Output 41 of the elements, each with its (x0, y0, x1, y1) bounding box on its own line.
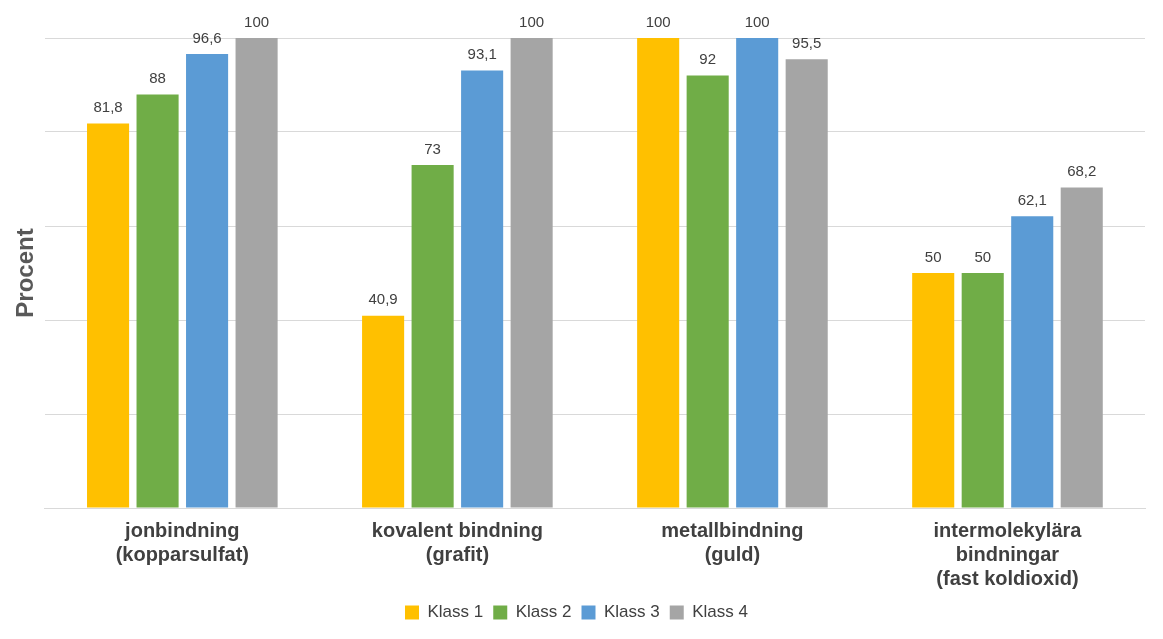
data-label: 50 (924, 247, 942, 265)
bar (736, 38, 779, 508)
bar (461, 70, 504, 508)
x-tick-label: intermolekylära bindningar (fast koldioxid) (933, 518, 1083, 589)
bar (186, 53, 229, 508)
bar (912, 273, 955, 508)
data-label: 100 (519, 12, 545, 30)
x-tick-label: metallbindning (guld) (661, 518, 804, 565)
bar (235, 38, 278, 508)
legend-label: Klass 3 (604, 602, 660, 622)
bar (136, 94, 179, 508)
x-tick-label: jonbindning (kopparsulfat) (115, 518, 249, 565)
data-label: 81,8 (93, 98, 123, 116)
data-label: 96,6 (192, 28, 222, 46)
data-label: 95,5 (792, 33, 822, 51)
legend-label: Klass 2 (515, 602, 572, 622)
data-label: 92 (699, 50, 717, 68)
bar (637, 38, 680, 508)
data-label: 100 (744, 12, 770, 30)
data-label: 93,1 (467, 45, 497, 63)
y-axis-title: Procent (11, 228, 39, 318)
bar (686, 75, 729, 508)
data-label: 62,1 (1017, 190, 1047, 208)
data-label: 73 (424, 139, 441, 157)
bar (510, 38, 553, 508)
bar (1011, 216, 1054, 508)
bar (785, 59, 828, 508)
bar (362, 315, 405, 508)
data-label: 88 (149, 69, 166, 87)
data-label: 100 (244, 12, 270, 30)
data-label: 100 (645, 12, 671, 30)
legend-label: Klass 1 (427, 602, 484, 622)
data-label: 68,2 (1067, 162, 1097, 180)
bar (411, 164, 454, 508)
x-tick-label: kovalent bindning (grafit) (371, 518, 543, 565)
data-label: 40,9 (368, 290, 398, 308)
bar (1060, 187, 1103, 508)
data-label: 50 (974, 247, 992, 265)
bar (87, 123, 130, 508)
legend-label: Klass 4 (692, 602, 748, 622)
bar (961, 273, 1004, 508)
